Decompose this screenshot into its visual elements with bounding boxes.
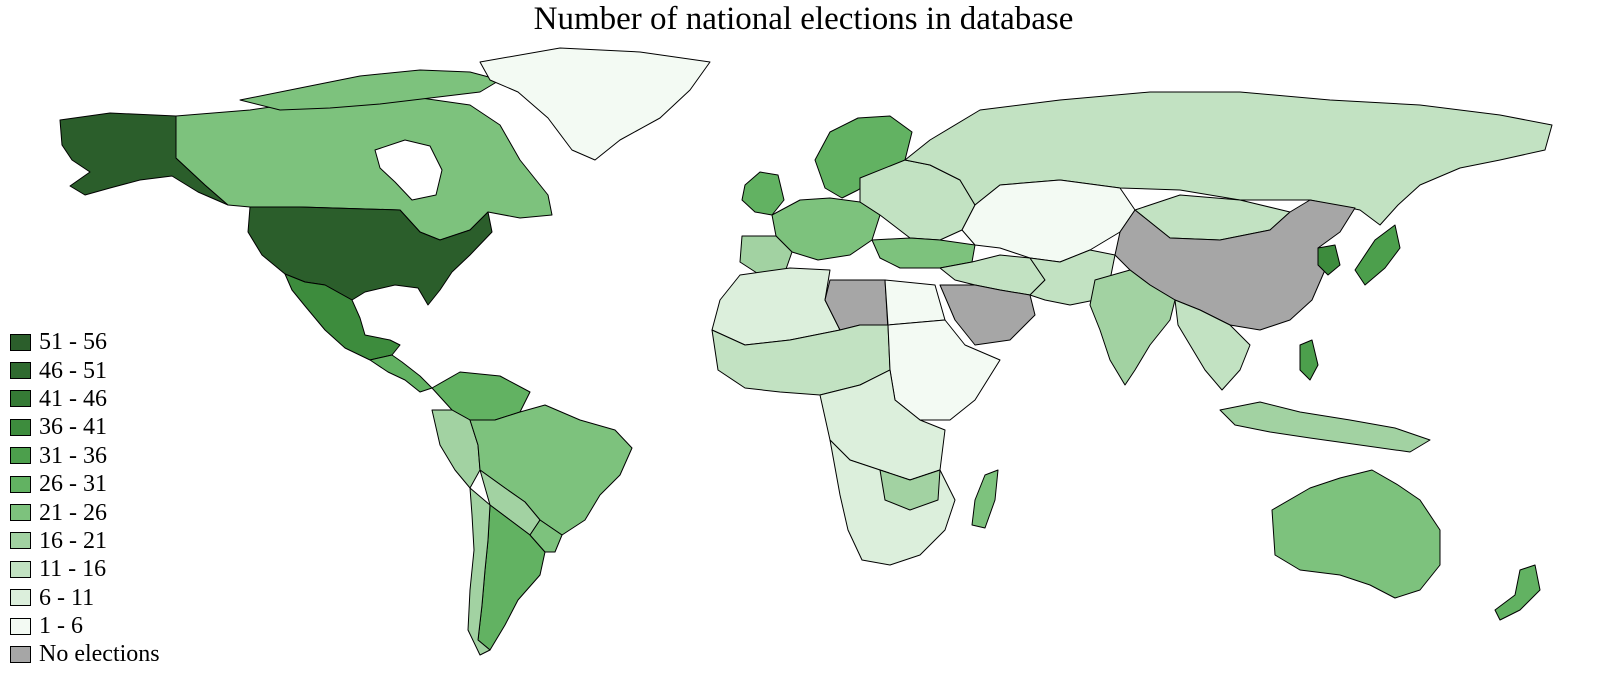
- legend-label: 26 - 31: [39, 471, 107, 498]
- region-japan: [1354, 224, 1401, 286]
- legend-item: 51 - 56: [10, 328, 160, 356]
- map-title: Number of national elections in database: [533, 1, 1074, 37]
- region-korea: [1317, 244, 1341, 276]
- legend-label: 31 - 36: [39, 442, 107, 469]
- legend-label: 36 - 41: [39, 414, 107, 441]
- map-legend: 51 - 56 46 - 51 41 - 46 36 - 41 31 - 36 …: [10, 328, 160, 669]
- legend-swatch: [10, 362, 31, 380]
- legend-label: 46 - 51: [39, 357, 107, 384]
- legend-item: No elections: [10, 640, 160, 668]
- region-saudi-arabia-gulf: [939, 284, 1036, 346]
- region-chile: [467, 487, 491, 656]
- region-uruguay: [529, 519, 563, 553]
- legend-item: 26 - 31: [10, 470, 160, 498]
- region-balkans-turkey: [871, 237, 976, 269]
- region-zimbabwe-zambia: [879, 469, 941, 511]
- legend-swatch: [10, 390, 31, 408]
- legend-swatch: [10, 645, 31, 663]
- legend-label: 1 - 6: [39, 613, 83, 640]
- legend-item: 21 - 26: [10, 498, 160, 526]
- legend-swatch: [10, 475, 31, 493]
- region-central-america: [369, 354, 433, 393]
- region-egypt: [884, 279, 946, 326]
- legend-label: 11 - 16: [39, 556, 107, 583]
- legend-swatch: [10, 418, 31, 436]
- region-philippines: [1299, 339, 1319, 381]
- region-greenland: [479, 47, 711, 161]
- region-southeast-asia: [1174, 299, 1251, 391]
- region-india: [1089, 269, 1176, 386]
- region-new-zealand: [1494, 564, 1541, 621]
- region-mexico: [284, 273, 401, 361]
- legend-swatch: [10, 447, 31, 465]
- legend-item: 31 - 36: [10, 442, 160, 470]
- legend-label: 21 - 26: [39, 499, 107, 526]
- region-hudson-bay: [374, 139, 443, 201]
- legend-label: No elections: [39, 641, 160, 668]
- legend-item: 11 - 16: [10, 555, 160, 583]
- legend-label: 41 - 46: [39, 385, 107, 412]
- legend-item: 46 - 51: [10, 356, 160, 384]
- legend-swatch: [10, 333, 31, 351]
- legend-item: 41 - 46: [10, 385, 160, 413]
- legend-swatch: [10, 617, 31, 635]
- legend-item: 16 - 21: [10, 527, 160, 555]
- legend-label: 6 - 11: [39, 584, 95, 611]
- region-madagascar: [971, 469, 999, 529]
- region-australia: [1271, 469, 1441, 599]
- legend-label: 16 - 21: [39, 527, 107, 554]
- legend-item: 36 - 41: [10, 413, 160, 441]
- region-uk-ireland: [741, 171, 785, 216]
- region-canada-arctic-islands: [239, 69, 501, 111]
- legend-swatch: [10, 560, 31, 578]
- legend-swatch: [10, 504, 31, 522]
- legend-swatch: [10, 532, 31, 550]
- legend-swatch: [10, 589, 31, 607]
- legend-item: 1 - 6: [10, 612, 160, 640]
- legend-label: 51 - 56: [39, 329, 107, 356]
- region-indonesia: [1219, 401, 1431, 453]
- legend-item: 6 - 11: [10, 584, 160, 612]
